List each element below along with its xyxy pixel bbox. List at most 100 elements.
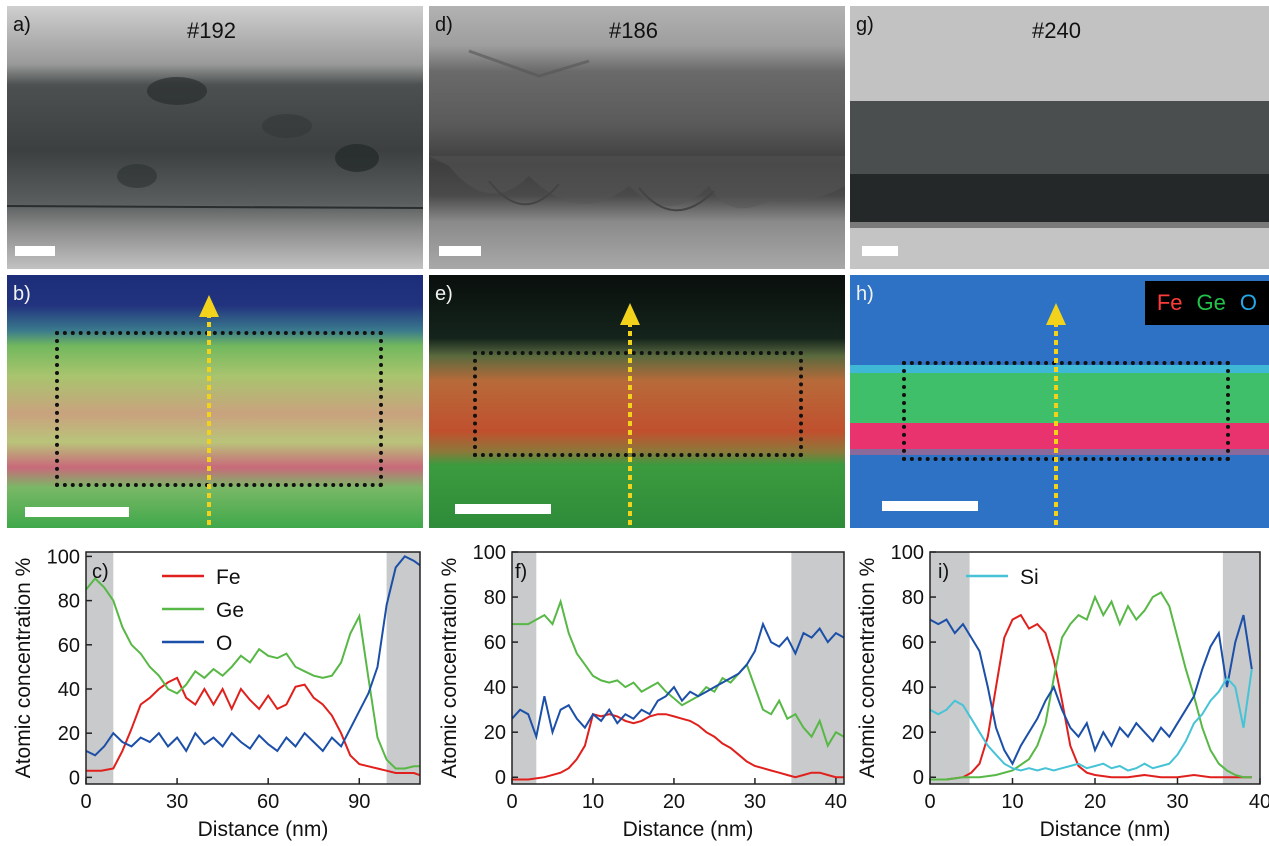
chart-c-xtick-label-2: 60 — [257, 791, 279, 813]
tem-image-d: d) #186 — [429, 6, 845, 269]
tem-image-g-graphic — [850, 6, 1269, 269]
legend-fe: Fe — [1156, 290, 1183, 315]
tem-image-d-graphic — [429, 6, 845, 269]
profile-chart-f: 0 20 40 60 80 100 0 10 20 30 40 Distance (nm) Atomic… — [438, 542, 847, 841]
chart-c-legend-label-ge: Ge — [216, 599, 244, 622]
chart-i-ytick-label-2: 40 — [902, 677, 924, 699]
chart-c-series-fe — [86, 676, 421, 777]
element-map-legend: Fe Ge O — [1144, 281, 1269, 325]
profile-arrow-b — [199, 295, 219, 525]
profile-arrow-h — [1046, 303, 1066, 525]
chart-c-ytick-label-0: 0 — [69, 767, 80, 789]
chart-f-ytick-label-4: 80 — [484, 587, 506, 609]
chart-c-xlabel: Distance (nm) — [198, 818, 329, 841]
chart-c-ylabel: Atomic concentration % — [12, 558, 35, 779]
roi-box-e — [473, 351, 803, 457]
profile-chart-i: 0 20 40 60 80 100 0 10 20 30 40 Distance (nm) Atomic… — [856, 542, 1269, 841]
scale-bar-d — [439, 246, 481, 256]
chart-i-series-o — [929, 614, 1253, 766]
chart-c-ytick-label-1: 20 — [58, 723, 80, 745]
chart-f-xtick-label-0: 0 — [506, 791, 517, 813]
legend-ge: Ge — [1196, 290, 1226, 315]
roi-box-b — [55, 331, 383, 487]
chart-c-series-o — [85, 555, 421, 757]
chart-i-xlabel: Distance (nm) — [1040, 818, 1171, 841]
sample-id-g: #240 — [1032, 18, 1081, 43]
edx-map-e: e) — [429, 275, 845, 528]
panel-label-e: e) — [435, 283, 453, 305]
edx-map-b: b) — [7, 275, 423, 528]
panel-label-c: c) — [92, 561, 109, 583]
chart-i-series-ge — [930, 591, 1252, 781]
chart-i-ytick-label-3: 60 — [902, 632, 924, 654]
chart-i-ytick-label-1: 20 — [902, 722, 924, 744]
chart-i-xtick-label-0: 0 — [924, 791, 935, 813]
tem-image-a-graphic — [7, 6, 423, 269]
chart-c-xtick-label-3: 90 — [348, 791, 370, 813]
edx-map-h: h) Fe Ge O — [850, 275, 1269, 528]
scale-bar-b — [25, 507, 129, 517]
panel-label-f: f) — [515, 561, 527, 583]
chart-i-legend-label-si: Si — [1020, 566, 1039, 589]
chart-f-plot-frame — [511, 551, 845, 785]
chart-c-ytick-label-2: 40 — [58, 679, 80, 701]
chart-f-xtick-label-4: 40 — [825, 791, 847, 813]
chart-f-ytick-label-3: 60 — [484, 632, 506, 654]
chart-i-xtick-label-4: 40 — [1249, 791, 1269, 813]
panel-label-i: i) — [938, 561, 949, 583]
chart-c-shaded-region-0 — [86, 552, 114, 784]
chart-i-ylabel: Atomic concentration % — [856, 558, 879, 779]
tem-image-g: g) #240 — [850, 6, 1269, 269]
chart-f-ytick-label-1: 20 — [484, 722, 506, 744]
chart-f-xtick-label-1: 10 — [582, 791, 604, 813]
tem-image-a: a) #192 — [7, 6, 423, 269]
chart-f-shaded-region-0 — [512, 552, 537, 784]
chart-c-xtick-label-1: 30 — [166, 791, 188, 813]
chart-c-plot-frame — [85, 551, 421, 785]
chart-i-xtick-label-3: 30 — [1166, 791, 1188, 813]
chart-f-ytick-label-0: 0 — [495, 767, 506, 789]
legend-o: O — [1239, 290, 1257, 315]
chart-c-legend-label-o: O — [216, 632, 232, 655]
chart-c-ytick-label-3: 60 — [58, 635, 80, 657]
sample-id-a: #192 — [187, 18, 236, 43]
chart-i-shaded-region-1 — [1222, 552, 1260, 784]
chart-i-ytick-label-4: 80 — [902, 587, 924, 609]
profile-chart-c: 0 20 40 60 80 100 0 30 60 90 Distance (nm) Atomic c… — [12, 546, 421, 841]
profile-arrow-e — [620, 303, 640, 525]
scale-bar-h — [882, 501, 978, 511]
chart-f-shaded-region-1 — [791, 552, 844, 784]
chart-i-xtick-label-2: 20 — [1084, 791, 1106, 813]
chart-f-ytick-label-2: 40 — [484, 677, 506, 699]
chart-c-ytick-label-5: 100 — [47, 546, 80, 568]
chart-i-xtick-label-1: 10 — [1001, 791, 1023, 813]
panel-label-g: g) — [856, 14, 874, 36]
chart-c-shaded-region-1 — [386, 552, 420, 784]
panel-label-b: b) — [13, 283, 31, 305]
scale-bar-e — [455, 504, 551, 514]
chart-f-xtick-label-3: 30 — [744, 791, 766, 813]
chart-f-series-fe — [512, 712, 844, 781]
chart-f-xlabel: Distance (nm) — [623, 818, 754, 841]
roi-box-h — [902, 361, 1230, 461]
chart-i-shaded-region-0 — [930, 552, 970, 784]
scale-bar-g — [862, 246, 898, 256]
chart-i-series-fe — [930, 613, 1252, 781]
chart-f-ylabel: Atomic concentration % — [438, 558, 461, 779]
chart-i-ytick-label-0: 0 — [913, 767, 924, 789]
chart-f-xtick-label-2: 20 — [663, 791, 685, 813]
chart-i-ytick-label-5: 100 — [891, 542, 924, 564]
chart-c-xtick-label-0: 0 — [80, 791, 91, 813]
panel-label-a: a) — [13, 14, 31, 36]
chart-f-ytick-label-5: 100 — [473, 542, 506, 564]
chart-c-legend-label-fe: Fe — [216, 566, 241, 589]
chart-c-series-ge — [85, 577, 420, 770]
chart-f-series-ge — [512, 598, 845, 749]
sample-id-d: #186 — [609, 18, 658, 43]
panel-label-h: h) — [856, 283, 874, 305]
chart-c-ytick-label-4: 80 — [58, 591, 80, 613]
scale-bar-a — [15, 246, 55, 256]
edx-map-e-graphic — [429, 275, 845, 528]
panel-label-d: d) — [435, 14, 453, 36]
chart-f-series-o — [511, 621, 845, 741]
